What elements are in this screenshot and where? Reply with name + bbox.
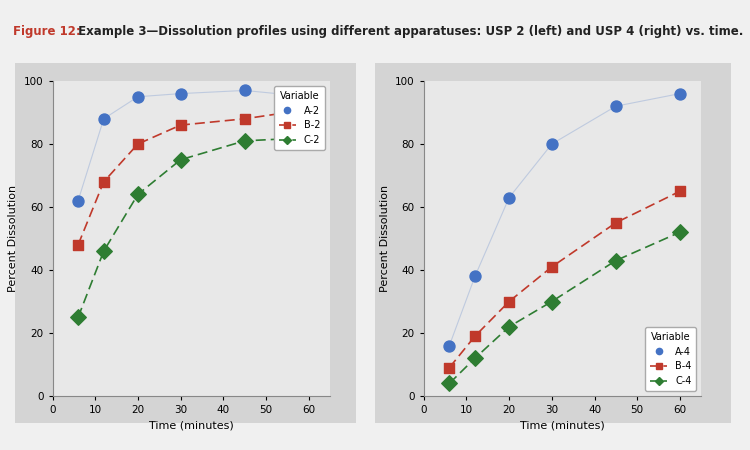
Legend: A-2, B-2, C-2: A-2, B-2, C-2 bbox=[274, 86, 326, 150]
Y-axis label: Percent Dissolution: Percent Dissolution bbox=[380, 185, 389, 292]
Point bbox=[674, 188, 686, 195]
Text: Figure 12:: Figure 12: bbox=[13, 25, 81, 38]
X-axis label: Time (minutes): Time (minutes) bbox=[148, 421, 234, 431]
Point bbox=[98, 248, 109, 255]
Text: Example 3—Dissolution profiles using different apparatuses: USP 2 (left) and USP: Example 3—Dissolution profiles using dif… bbox=[74, 25, 742, 38]
Point bbox=[238, 115, 250, 122]
Point bbox=[469, 333, 481, 340]
Point bbox=[610, 103, 622, 110]
Point bbox=[238, 137, 250, 144]
Y-axis label: Percent Dissolution: Percent Dissolution bbox=[8, 185, 18, 292]
Point bbox=[132, 191, 144, 198]
Point bbox=[674, 90, 686, 97]
Point bbox=[175, 122, 187, 129]
Point bbox=[610, 219, 622, 226]
Point bbox=[72, 314, 84, 321]
Point bbox=[674, 229, 686, 236]
Point bbox=[72, 197, 84, 204]
Point bbox=[546, 140, 558, 148]
Point bbox=[546, 298, 558, 305]
Point bbox=[238, 87, 250, 94]
Point bbox=[98, 115, 109, 122]
X-axis label: Time (minutes): Time (minutes) bbox=[520, 421, 605, 431]
Point bbox=[469, 355, 481, 362]
Point bbox=[72, 241, 84, 248]
Point bbox=[132, 93, 144, 100]
Point bbox=[443, 342, 455, 349]
Point bbox=[303, 134, 315, 141]
Point bbox=[503, 194, 515, 201]
Point bbox=[443, 380, 455, 387]
Legend: A-4, B-4, C-4: A-4, B-4, C-4 bbox=[645, 327, 697, 391]
Point bbox=[98, 178, 109, 185]
Point bbox=[443, 364, 455, 371]
Point bbox=[610, 257, 622, 264]
Point bbox=[469, 273, 481, 280]
Point bbox=[503, 298, 515, 305]
Point bbox=[303, 93, 315, 100]
Point bbox=[132, 140, 144, 148]
Point bbox=[303, 106, 315, 113]
Point bbox=[503, 323, 515, 330]
Point bbox=[175, 90, 187, 97]
Point bbox=[175, 156, 187, 163]
Point bbox=[546, 263, 558, 270]
